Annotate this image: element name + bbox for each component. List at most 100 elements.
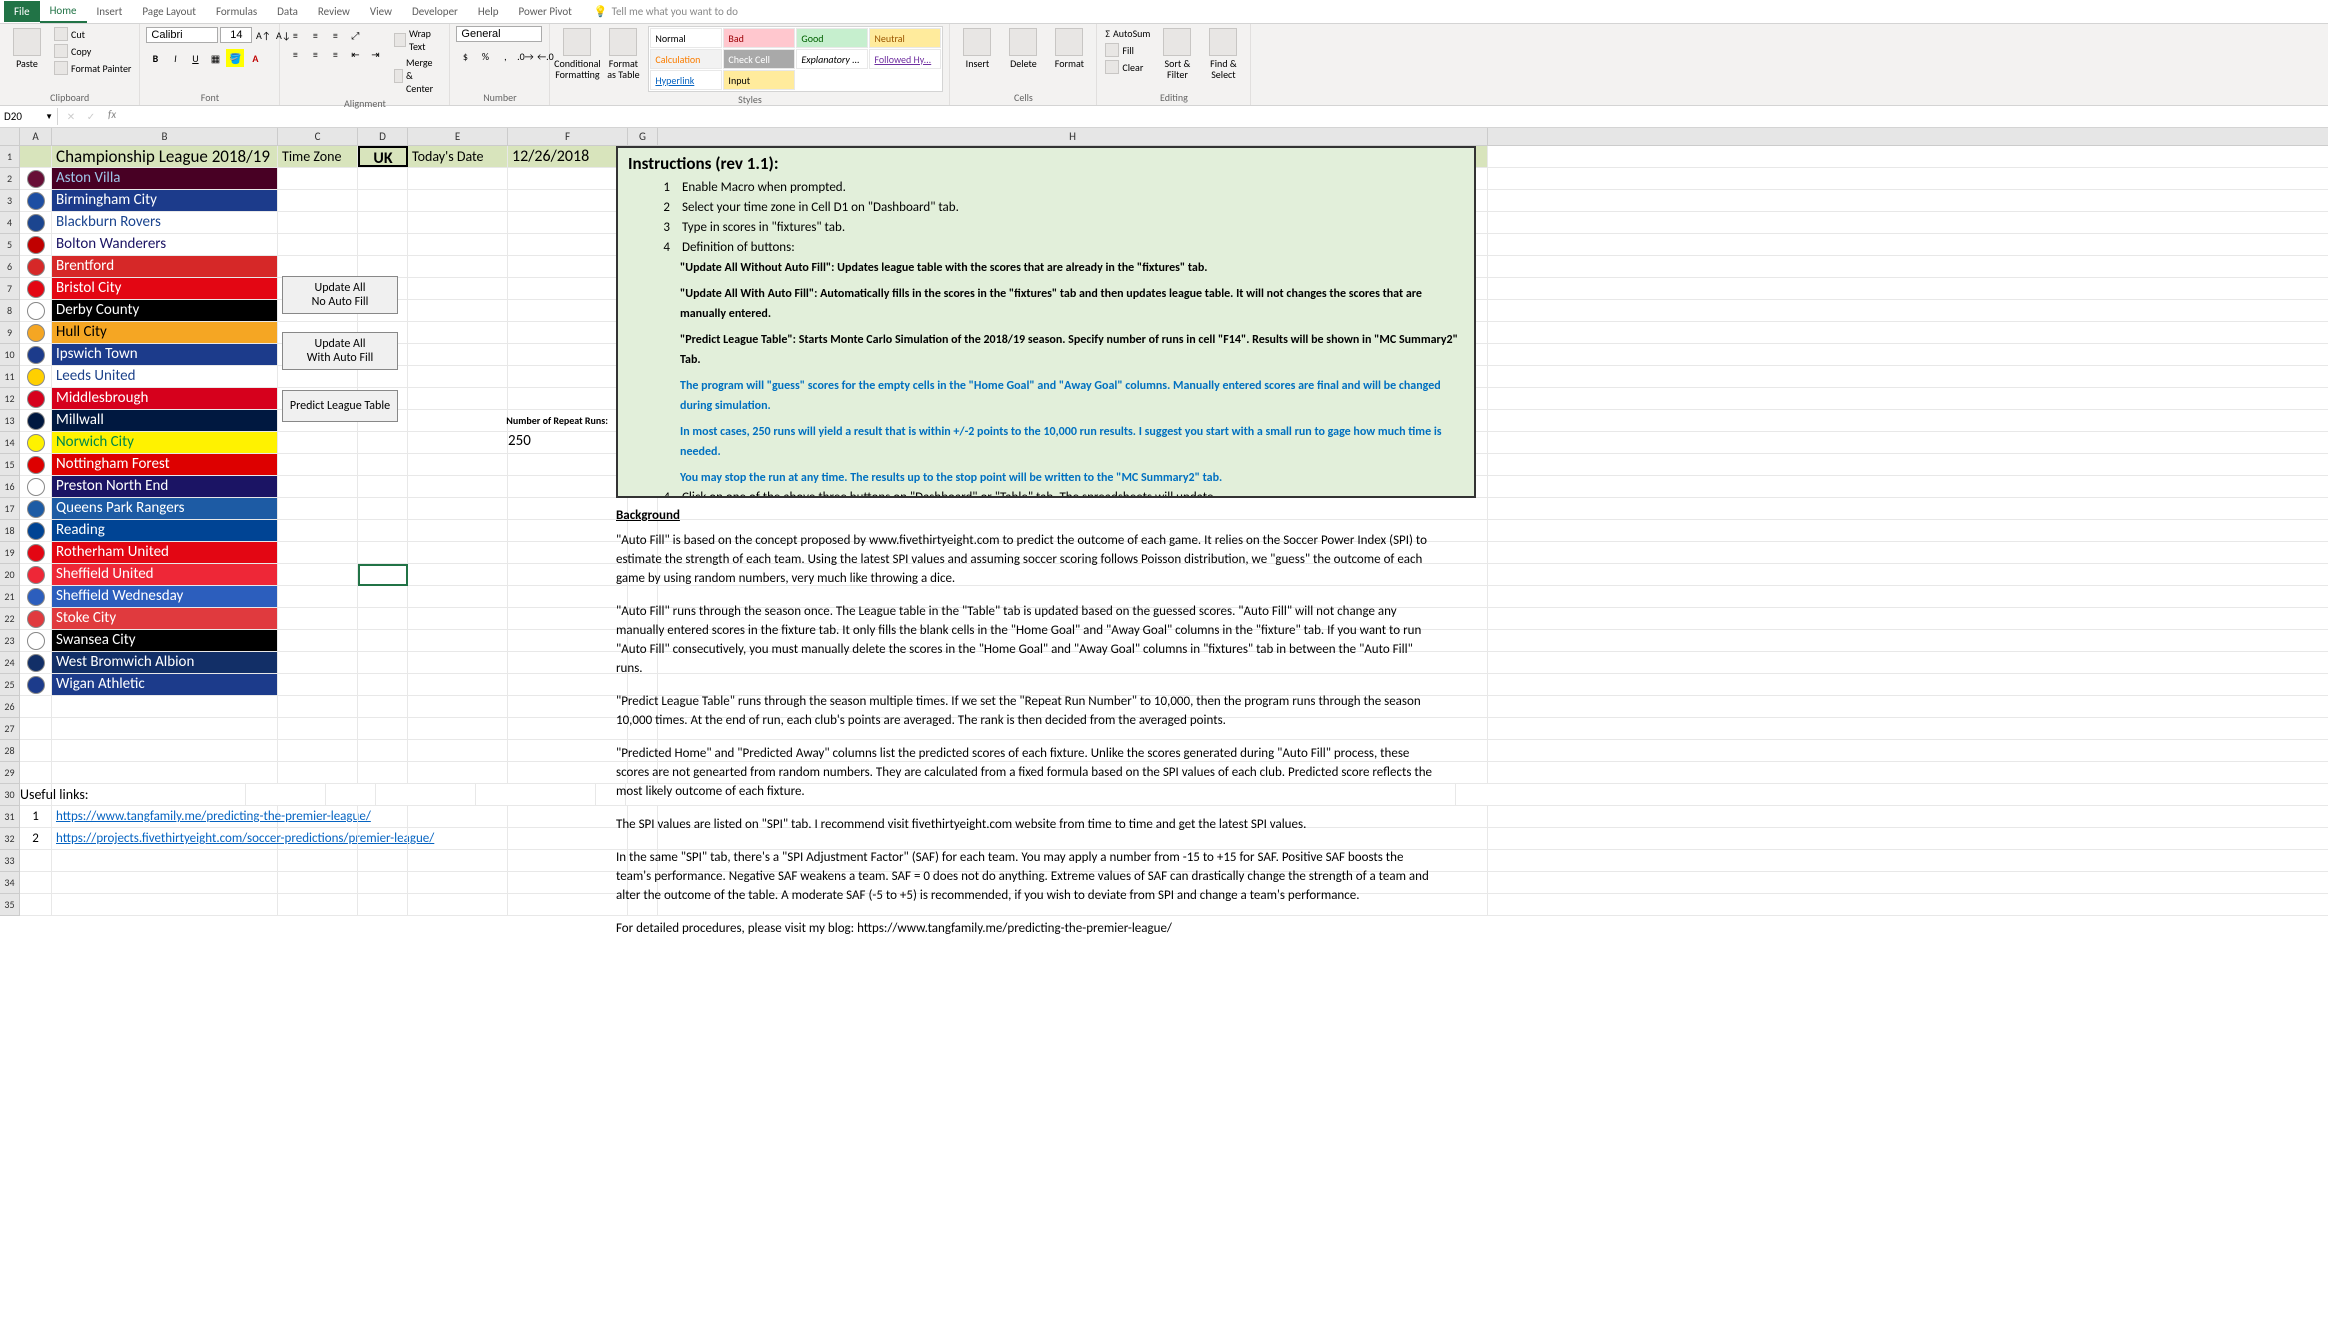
cut-button[interactable]: Cut — [52, 26, 133, 42]
tz-cell[interactable]: UK — [358, 146, 408, 167]
row-5[interactable]: 5 — [0, 234, 20, 256]
team-name-cell[interactable]: Rotherham United — [52, 542, 278, 563]
tab-insert[interactable]: Insert — [87, 1, 133, 22]
team-name-cell[interactable]: Stoke City — [52, 608, 278, 629]
row-8[interactable]: 8 — [0, 300, 20, 322]
row-3[interactable]: 3 — [0, 190, 20, 212]
col-D[interactable]: D — [358, 128, 408, 145]
align-mid-icon[interactable]: ≡ — [306, 26, 324, 44]
repeat-value[interactable]: 250 — [508, 432, 531, 450]
insert-cells-button[interactable]: Insert — [956, 26, 998, 71]
enter-icon[interactable]: ✓ — [82, 108, 100, 126]
autosum-button[interactable]: ΣAutoSum — [1103, 26, 1152, 41]
font-size-select[interactable] — [220, 27, 252, 43]
col-E[interactable]: E — [408, 128, 508, 145]
row-10[interactable]: 10 — [0, 344, 20, 366]
selected-cell[interactable] — [358, 564, 408, 586]
team-name-cell[interactable]: Derby County — [52, 300, 278, 321]
team-name-cell[interactable]: Bristol City — [52, 278, 278, 299]
tab-home[interactable]: Home — [40, 0, 87, 23]
team-name-cell[interactable]: Queens Park Rangers — [52, 498, 278, 519]
team-name-cell[interactable]: Preston North End — [52, 476, 278, 497]
row-2[interactable]: 2 — [0, 168, 20, 190]
align-left-icon[interactable]: ≡ — [286, 45, 304, 63]
team-name-cell[interactable]: West Bromwich Albion — [52, 652, 278, 673]
predict-league-button[interactable]: Predict League Table — [282, 390, 398, 422]
row-19[interactable]: 19 — [0, 542, 20, 564]
cell-styles-gallery[interactable]: Normal Bad Good Neutral Calculation Chec… — [648, 26, 943, 92]
format-cells-button[interactable]: Format — [1048, 26, 1090, 71]
row-32[interactable]: 32 — [0, 828, 20, 850]
bold-button[interactable]: B — [146, 49, 164, 67]
style-input[interactable]: Input — [723, 70, 795, 90]
wrap-text-button[interactable]: Wrap Text — [392, 26, 443, 54]
team-name-cell[interactable]: Aston Villa — [52, 168, 278, 189]
row-25[interactable]: 25 — [0, 674, 20, 696]
row-15[interactable]: 15 — [0, 454, 20, 476]
format-as-table-button[interactable]: Format as Table — [602, 26, 644, 82]
date-cell[interactable]: 12/26/2018 — [508, 146, 628, 167]
tz-label-cell[interactable]: Time Zone — [278, 146, 358, 167]
team-name-cell[interactable]: Leeds United — [52, 366, 278, 387]
style-neutral[interactable]: Neutral — [869, 28, 941, 48]
col-C[interactable]: C — [278, 128, 358, 145]
cancel-icon[interactable]: ✕ — [62, 108, 80, 126]
fill-button[interactable]: Fill — [1103, 42, 1152, 58]
delete-cells-button[interactable]: Delete — [1002, 26, 1044, 71]
row-11[interactable]: 11 — [0, 366, 20, 388]
number-format-select[interactable] — [456, 26, 542, 42]
italic-button[interactable]: I — [166, 49, 184, 67]
row-34[interactable]: 34 — [0, 872, 20, 894]
row-28[interactable]: 28 — [0, 740, 20, 762]
col-H[interactable]: H — [658, 128, 1488, 145]
team-name-cell[interactable]: Reading — [52, 520, 278, 541]
orientation-icon[interactable]: ⤢ — [346, 26, 364, 44]
tab-review[interactable]: Review — [308, 1, 360, 22]
tab-help[interactable]: Help — [468, 1, 509, 22]
style-hyperlink[interactable]: Hyperlink — [650, 70, 722, 90]
tab-page-layout[interactable]: Page Layout — [132, 1, 206, 22]
row-22[interactable]: 22 — [0, 608, 20, 630]
team-name-cell[interactable]: Norwich City — [52, 432, 278, 453]
row-14[interactable]: 14 — [0, 432, 20, 454]
row-6[interactable]: 6 — [0, 256, 20, 278]
row-13[interactable]: 13 — [0, 410, 20, 432]
align-right-icon[interactable]: ≡ — [326, 45, 344, 63]
team-name-cell[interactable]: Swansea City — [52, 630, 278, 651]
tab-file[interactable]: File — [4, 1, 40, 22]
grid-area[interactable]: Championship League 2018/19 Time Zone UK… — [20, 146, 2328, 916]
row-23[interactable]: 23 — [0, 630, 20, 652]
tab-power-pivot[interactable]: Power Pivot — [509, 1, 582, 22]
indent-dec-icon[interactable]: ⇤ — [346, 45, 364, 63]
style-check-cell[interactable]: Check Cell — [723, 49, 795, 69]
paste-button[interactable]: Paste — [6, 26, 48, 71]
team-name-cell[interactable]: Middlesbrough — [52, 388, 278, 409]
select-all-corner[interactable] — [0, 128, 20, 145]
row-33[interactable]: 33 — [0, 850, 20, 872]
style-bad[interactable]: Bad — [723, 28, 795, 48]
style-explanatory[interactable]: Explanatory ... — [796, 49, 868, 69]
underline-button[interactable]: U — [186, 49, 204, 67]
conditional-formatting-button[interactable]: Conditional Formatting — [556, 26, 598, 82]
row-16[interactable]: 16 — [0, 476, 20, 498]
formula-input[interactable] — [126, 109, 2328, 125]
tab-formulas[interactable]: Formulas — [206, 1, 267, 22]
team-name-cell[interactable]: Ipswich Town — [52, 344, 278, 365]
increase-font-icon[interactable]: A↑ — [254, 26, 272, 44]
row-27[interactable]: 27 — [0, 718, 20, 740]
find-select-button[interactable]: Find & Select — [1202, 26, 1244, 82]
font-color-button[interactable]: A — [246, 49, 264, 67]
team-name-cell[interactable]: Brentford — [52, 256, 278, 277]
clear-button[interactable]: Clear — [1103, 59, 1152, 75]
row-7[interactable]: 7 — [0, 278, 20, 300]
fill-color-button[interactable]: 🪣 — [226, 49, 244, 67]
team-name-cell[interactable]: Birmingham City — [52, 190, 278, 211]
percent-icon[interactable]: % — [476, 47, 494, 65]
row-26[interactable]: 26 — [0, 696, 20, 718]
col-A[interactable]: A — [20, 128, 52, 145]
team-name-cell[interactable]: Hull City — [52, 322, 278, 343]
team-name-cell[interactable]: Sheffield Wednesday — [52, 586, 278, 607]
team-name-cell[interactable]: Nottingham Forest — [52, 454, 278, 475]
tab-data[interactable]: Data — [267, 1, 308, 22]
row-18[interactable]: 18 — [0, 520, 20, 542]
